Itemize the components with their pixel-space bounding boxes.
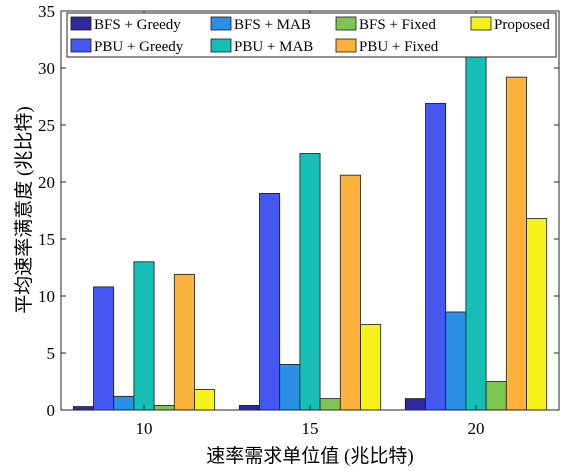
y-tick-label: 0 xyxy=(47,401,56,420)
bar xyxy=(113,395,135,411)
bar xyxy=(445,311,467,411)
bar xyxy=(259,192,281,411)
bar xyxy=(153,405,175,411)
bar xyxy=(425,102,447,411)
y-tick-label: 30 xyxy=(38,59,55,78)
legend-swatch xyxy=(70,38,92,53)
bar xyxy=(279,363,301,411)
bar xyxy=(465,56,487,411)
x-axis-title: 速率需求单位值 (兆比特) xyxy=(206,445,413,467)
legend-label: PBU + MAB xyxy=(234,39,313,55)
y-tick-label: 20 xyxy=(38,173,55,192)
legend-label: BFS + MAB xyxy=(234,17,311,33)
bar xyxy=(173,273,195,411)
bar xyxy=(505,76,527,411)
x-tick-label: 20 xyxy=(468,419,485,438)
legend-swatch xyxy=(470,16,492,31)
legend-label: PBU + Greedy xyxy=(94,39,184,55)
y-axis-title: 平均速率满意度 (兆比特) xyxy=(13,106,35,313)
bar xyxy=(485,381,507,411)
y-axis: 0 5 10 15 20 25 30 35 xyxy=(38,2,559,420)
bars-layer xyxy=(72,56,548,411)
bar xyxy=(319,398,341,411)
legend: BFS + Greedy PBU + Greedy BFS + MAB PBU + M… xyxy=(66,12,557,58)
legend-swatch xyxy=(335,16,357,31)
bar xyxy=(526,218,548,411)
x-axis: 10 15 20 xyxy=(136,11,485,438)
y-tick-label: 10 xyxy=(38,287,55,306)
legend-label: BFS + Fixed xyxy=(359,17,436,33)
legend-swatch xyxy=(335,38,357,53)
bar xyxy=(93,286,115,411)
bar xyxy=(299,153,321,411)
x-tick-label: 15 xyxy=(302,419,319,438)
legend-swatch xyxy=(210,16,232,31)
y-tick-label: 25 xyxy=(38,116,55,135)
x-tick-label: 10 xyxy=(136,419,153,438)
legend-label: PBU + Fixed xyxy=(359,39,439,55)
bar xyxy=(360,324,382,411)
legend-label: BFS + Greedy xyxy=(94,17,181,33)
bar xyxy=(72,406,94,411)
bar xyxy=(404,398,426,411)
y-tick-label: 5 xyxy=(47,344,56,363)
legend-swatch xyxy=(210,38,232,53)
legend-swatch xyxy=(70,16,92,31)
bar xyxy=(238,405,260,411)
y-tick-label: 35 xyxy=(38,2,55,21)
bar xyxy=(194,389,216,411)
legend-label: Proposed xyxy=(494,17,550,33)
bar xyxy=(133,261,155,411)
y-tick-label: 15 xyxy=(38,230,55,249)
bar xyxy=(339,174,361,411)
